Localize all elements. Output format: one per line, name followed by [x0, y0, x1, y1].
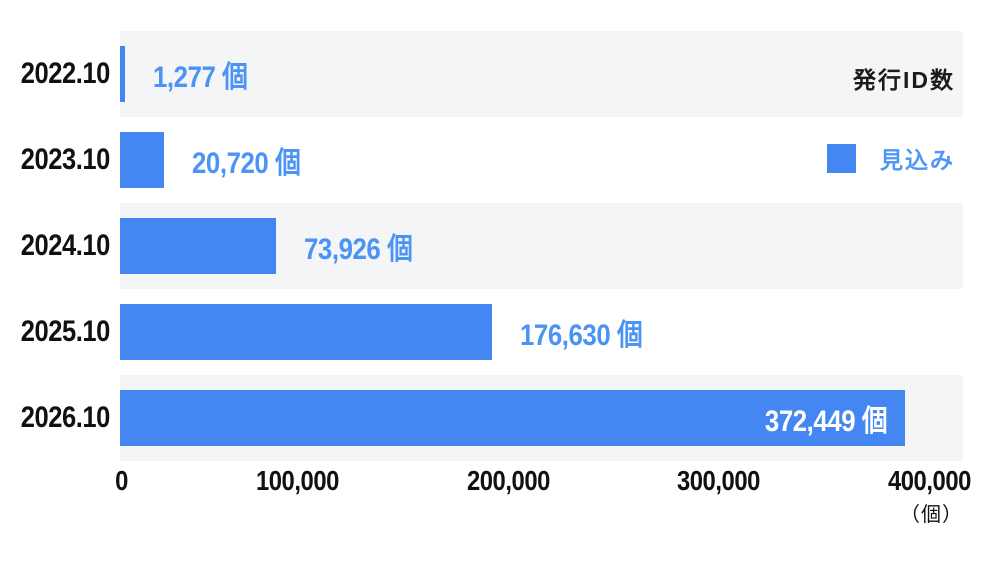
chart-title: 発行ID数: [853, 67, 955, 93]
axis-unit-label: （個）: [900, 504, 963, 526]
bar-track: 20,720 個: [120, 117, 963, 203]
chart-row: 2026.10 372,449 個: [0, 375, 1000, 461]
category-label: 2023.10: [20, 143, 111, 176]
chart-row: 2022.10 1,277 個: [0, 31, 1000, 117]
bar: [120, 304, 493, 360]
category-label: 2026.10: [20, 401, 111, 434]
chart-row: 2024.10 73,926 個: [0, 203, 1000, 289]
chart-row: 2025.10 176,630 個: [0, 289, 1000, 375]
x-tick-label: 300,000: [677, 465, 761, 496]
x-tick-label: 400,000: [887, 465, 971, 496]
x-tick-label: 0: [115, 465, 128, 496]
bar-track: 73,926 個: [120, 203, 963, 289]
value-label: 372,449 個: [764, 405, 888, 438]
bar: 372,449 個: [120, 390, 905, 446]
value-label: 176,630 個: [520, 319, 643, 352]
value-label: 20,720 個: [191, 147, 301, 180]
bar-track: 372,449 個: [120, 375, 963, 461]
chart-row: 2023.10 20,720 個: [0, 117, 1000, 203]
value-label: 1,277 個: [153, 61, 248, 94]
x-tick-label: 200,000: [466, 465, 550, 496]
bar: [120, 218, 276, 274]
chart-rows: 2022.10 1,277 個 2023.10 20,720 個 2024.10 73,9…: [0, 31, 1000, 461]
category-label: 2022.10: [20, 57, 111, 90]
x-tick-label: 100,000: [255, 465, 339, 496]
bar: [120, 132, 164, 188]
bar-track: 176,630 個: [120, 289, 963, 375]
category-label: 2024.10: [20, 229, 111, 262]
bar-track: 1,277 個: [120, 31, 963, 117]
legend: 見込み: [827, 141, 955, 175]
value-label: 73,926 個: [303, 233, 413, 266]
legend-swatch-icon: [827, 143, 856, 173]
legend-label: 見込み: [880, 147, 955, 173]
bar: [120, 46, 125, 102]
category-label: 2025.10: [20, 315, 111, 348]
x-axis: 0 100,000 200,000 300,000 400,000: [115, 465, 971, 497]
